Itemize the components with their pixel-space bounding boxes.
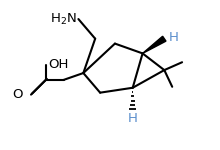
Text: H: H	[128, 112, 138, 125]
Text: H: H	[169, 31, 179, 44]
Text: O: O	[13, 88, 23, 101]
Polygon shape	[143, 36, 166, 53]
Text: OH: OH	[48, 58, 68, 71]
Text: $\mathsf{H_2N}$: $\mathsf{H_2N}$	[50, 12, 76, 27]
